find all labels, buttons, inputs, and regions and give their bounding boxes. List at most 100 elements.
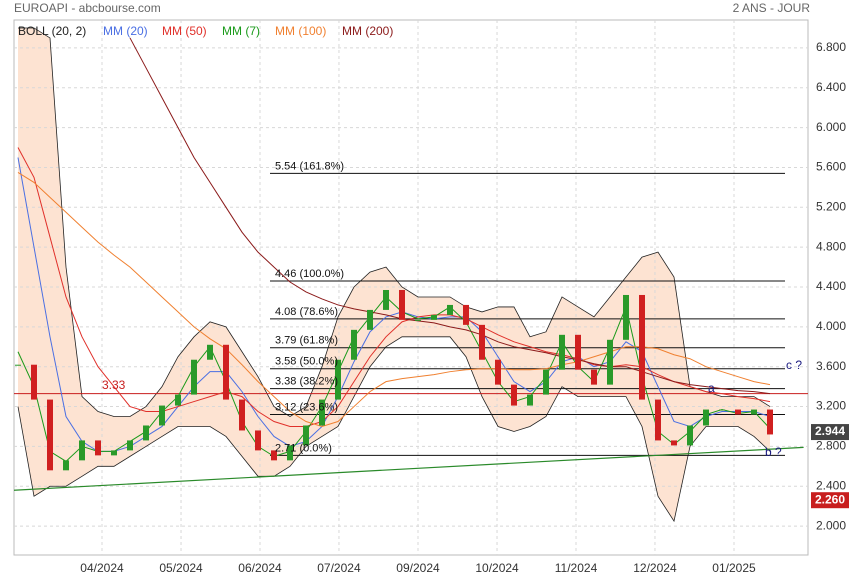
- candle: [383, 289, 389, 310]
- legend-entry: MM (100): [275, 24, 326, 38]
- candle: [607, 339, 613, 385]
- overlay: 2.000 2.400 2.800 3.200 3.600 4.000 4.400 4.800…: [18, 24, 849, 575]
- y-tick-label: 6.000: [816, 120, 846, 134]
- candle: [559, 334, 565, 370]
- y-tick-label: 4.800: [816, 239, 846, 253]
- y-tick-label: 3.200: [816, 399, 846, 413]
- fibonacci-label: 3.58 (50.0%): [275, 356, 338, 368]
- bollinger-upper: [18, 27, 771, 417]
- candle: [655, 399, 661, 441]
- annotation: c ?: [786, 358, 802, 372]
- candle: [175, 394, 181, 406]
- candle: [671, 440, 677, 446]
- candle: [431, 314, 437, 320]
- x-tick-label: 07/2024: [317, 561, 361, 575]
- fibonacci-label: 2.71 (0.0%): [275, 442, 332, 454]
- y-tick-label: 5.200: [816, 199, 846, 213]
- candle: [271, 450, 277, 461]
- moving-average: [129, 37, 771, 395]
- candle: [79, 440, 85, 461]
- y-tick-label: 6.800: [816, 40, 846, 54]
- candle: [351, 329, 357, 360]
- legend-entry: MM (200): [342, 24, 393, 38]
- candle: [63, 460, 69, 471]
- fibonacci-label: 3.12 (23.6%): [275, 401, 338, 413]
- candle: [479, 324, 485, 360]
- candle: [399, 289, 405, 320]
- fibonacci-label: 4.46 (100.0%): [275, 268, 344, 280]
- candle: [287, 445, 293, 461]
- candle: [127, 440, 133, 451]
- candle: [591, 369, 597, 385]
- fibonacci-label: 5.54 (161.8%): [275, 160, 344, 172]
- candle: [15, 364, 21, 366]
- y-tick-label: 3.600: [816, 359, 846, 373]
- y-tick-label: 6.400: [816, 80, 846, 94]
- y-tick-label: 5.600: [816, 160, 846, 174]
- candle: [735, 409, 741, 415]
- legend-entry: MM (7): [222, 24, 260, 38]
- legend-entry: MM (50): [162, 24, 207, 38]
- candle: [143, 425, 149, 441]
- candle: [335, 359, 341, 400]
- candle: [47, 399, 53, 471]
- x-tick-label: 06/2024: [238, 561, 282, 575]
- price-badge: [811, 424, 849, 441]
- candle: [575, 334, 581, 370]
- bollinger-lower: [17, 336, 771, 523]
- fibonacci-label: 3.79 (61.8%): [275, 335, 338, 347]
- annotation: a: [708, 381, 715, 395]
- candle: [751, 409, 757, 415]
- x-tick-label: 10/2024: [475, 561, 519, 575]
- candle: [319, 399, 325, 426]
- candle: [527, 394, 533, 406]
- candle: [31, 364, 37, 400]
- candle: [463, 304, 469, 325]
- candle: [95, 440, 101, 456]
- legend-entry: MM (20): [103, 24, 148, 38]
- candle: [239, 399, 245, 431]
- candle: [639, 294, 645, 400]
- candle: [543, 369, 549, 395]
- y-tick-label: 2.400: [816, 478, 846, 492]
- chart-title: EUROAPI - abcbourse.com: [14, 1, 161, 15]
- support-label: 3.33: [102, 378, 126, 392]
- plot-area: [14, 20, 808, 555]
- candle: [159, 405, 165, 426]
- annotation: b ?: [765, 445, 782, 459]
- candle: [303, 425, 309, 446]
- candle: [255, 430, 261, 451]
- y-tick-label: 4.000: [816, 319, 846, 333]
- candle: [367, 309, 373, 330]
- candle: [495, 359, 501, 385]
- candle: [207, 344, 213, 360]
- candle: [111, 450, 117, 456]
- x-tick-label: 11/2024: [555, 561, 598, 575]
- candle: [687, 425, 693, 446]
- legend-entry: BOLL (20, 2): [18, 24, 86, 38]
- y-tick-label: 2.800: [816, 439, 846, 453]
- fibonacci-label: 4.08 (78.6%): [275, 306, 338, 318]
- x-tick-label: 01/2025: [712, 561, 756, 575]
- candle: [511, 384, 517, 406]
- price-badge: [811, 492, 849, 509]
- price-badge-label: 2.944: [815, 424, 845, 438]
- price-badge-label: 2.260: [815, 492, 845, 506]
- y-tick-label: 4.400: [816, 279, 846, 293]
- candle: [767, 409, 773, 435]
- chart-subtitle: 2 ANS - JOUR: [733, 1, 811, 15]
- candle: [703, 409, 709, 426]
- x-tick-label: 05/2024: [159, 561, 203, 575]
- candle: [719, 409, 725, 411]
- candle: [623, 294, 629, 340]
- candle: [415, 319, 421, 321]
- trendline: [14, 446, 804, 491]
- candle: [447, 304, 453, 315]
- fibonacci-label: 3.38 (38.2%): [275, 376, 338, 388]
- x-tick-label: 09/2024: [396, 561, 440, 575]
- x-tick-label: 04/2024: [80, 561, 124, 575]
- candle: [191, 359, 197, 395]
- candle: [223, 344, 229, 400]
